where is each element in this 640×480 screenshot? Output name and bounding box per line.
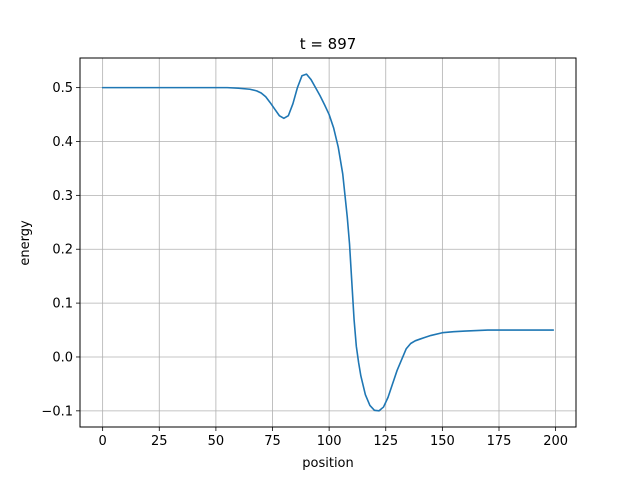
plot-frame (79, 57, 577, 428)
x-tick-label: 100 (317, 434, 342, 449)
y-tick-label: 0.3 (52, 189, 73, 204)
x-axis-ticks: 0 25 50 75 100 125 150 175 200 (99, 427, 568, 449)
y-axis-label: energy (18, 220, 33, 266)
x-tick-label: 175 (487, 434, 512, 449)
energy-series-line (101, 73, 555, 412)
x-tick-label: 25 (151, 434, 168, 449)
y-tick-label: 0.5 (52, 81, 73, 96)
grid (80, 58, 576, 427)
y-tick-label: 0.2 (52, 243, 73, 258)
y-tick-label: 0.0 (52, 350, 73, 365)
y-tick-label: 0.4 (52, 135, 73, 150)
x-tick-label: 0 (99, 434, 107, 449)
series-group (101, 73, 555, 412)
y-tick-label: 0.1 (52, 297, 73, 312)
chart-title: t = 897 (300, 35, 357, 53)
x-tick-label: 125 (373, 434, 398, 449)
x-tick-label: 50 (208, 434, 225, 449)
x-tick-label: 200 (543, 434, 568, 449)
x-tick-label: 75 (264, 434, 281, 449)
y-tick-label: −0.1 (41, 404, 73, 419)
x-axis-label: position (302, 456, 354, 471)
y-axis-ticks: −0.1 0.0 0.1 0.2 0.3 0.4 0.5 (41, 81, 80, 419)
x-tick-label: 150 (430, 434, 455, 449)
